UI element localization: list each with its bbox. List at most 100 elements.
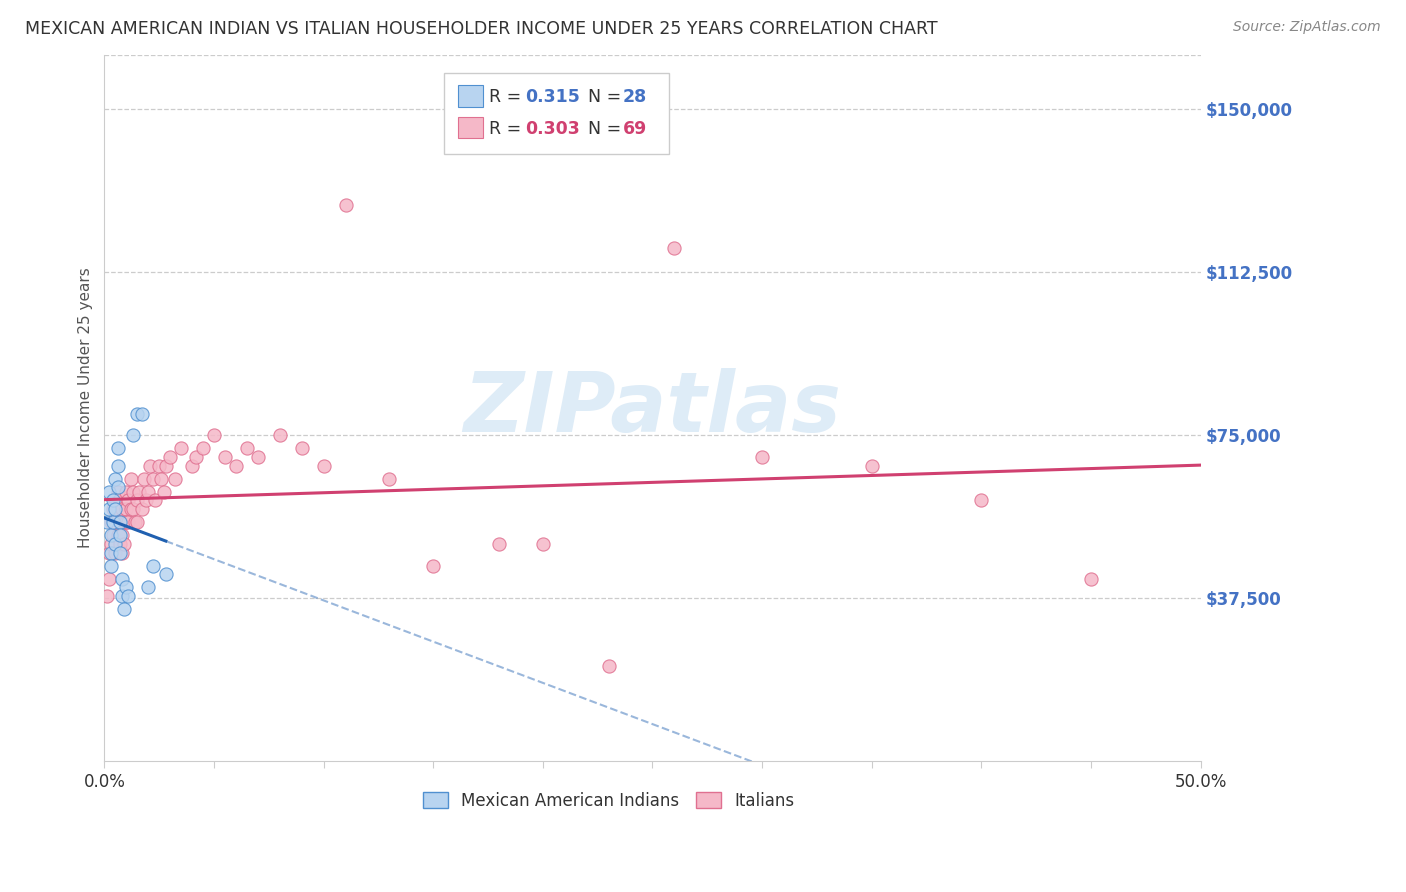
Point xyxy=(111,502,134,516)
Point xyxy=(108,545,131,559)
Point xyxy=(107,442,129,456)
FancyBboxPatch shape xyxy=(444,73,669,154)
Point xyxy=(191,442,214,456)
Point xyxy=(104,515,127,529)
Legend: Mexican American Indians, Italians: Mexican American Indians, Italians xyxy=(416,785,801,816)
Point xyxy=(117,493,139,508)
Point xyxy=(122,502,145,516)
Point xyxy=(96,515,118,529)
Text: N =: N = xyxy=(576,120,627,138)
Point xyxy=(111,589,134,603)
Point xyxy=(108,537,131,551)
Point xyxy=(181,458,204,473)
Point xyxy=(139,458,162,473)
Point xyxy=(104,545,127,559)
Point xyxy=(108,515,131,529)
Point xyxy=(111,528,134,542)
Point xyxy=(422,558,444,573)
Point xyxy=(664,242,686,256)
Point xyxy=(132,472,155,486)
Point xyxy=(108,528,131,542)
Point xyxy=(107,458,129,473)
Point xyxy=(312,458,335,473)
Text: 0.315: 0.315 xyxy=(526,88,581,106)
Point xyxy=(143,493,166,508)
Point xyxy=(104,502,127,516)
Point xyxy=(115,515,138,529)
Point xyxy=(159,450,181,464)
Point xyxy=(101,528,124,542)
Point xyxy=(104,493,127,508)
Point xyxy=(107,480,129,494)
Text: N =: N = xyxy=(576,88,627,106)
Point xyxy=(148,458,170,473)
Point xyxy=(970,493,993,508)
Point xyxy=(291,442,314,456)
Point xyxy=(112,515,135,529)
Point xyxy=(170,442,193,456)
Point xyxy=(112,537,135,551)
Point xyxy=(112,602,135,616)
Point xyxy=(155,458,177,473)
Point xyxy=(214,450,236,464)
Text: 69: 69 xyxy=(623,120,647,138)
Point xyxy=(117,515,139,529)
Point xyxy=(127,407,149,421)
Point xyxy=(127,493,149,508)
Point xyxy=(531,537,554,551)
Point xyxy=(97,484,120,499)
Point xyxy=(100,515,122,529)
Point xyxy=(150,472,173,486)
Point xyxy=(111,545,134,559)
Point xyxy=(115,580,138,594)
Point xyxy=(1080,572,1102,586)
Point xyxy=(335,198,357,212)
Point xyxy=(100,558,122,573)
Point xyxy=(131,502,153,516)
Point xyxy=(136,484,159,499)
Text: 0.303: 0.303 xyxy=(526,120,581,138)
Point xyxy=(101,493,124,508)
Point xyxy=(101,515,124,529)
Point xyxy=(122,484,145,499)
Point xyxy=(122,428,145,442)
Point xyxy=(135,493,157,508)
Text: ZIPatlas: ZIPatlas xyxy=(464,368,841,449)
Point xyxy=(186,450,208,464)
Point xyxy=(107,502,129,516)
Point xyxy=(163,472,186,486)
Point xyxy=(202,428,225,442)
Point xyxy=(598,658,620,673)
Point xyxy=(246,450,269,464)
Y-axis label: Householder Income Under 25 years: Householder Income Under 25 years xyxy=(79,268,93,549)
Point xyxy=(488,537,510,551)
Text: 28: 28 xyxy=(623,88,647,106)
Point xyxy=(142,558,165,573)
Text: R =: R = xyxy=(489,88,527,106)
Point xyxy=(96,589,118,603)
Text: R =: R = xyxy=(489,120,527,138)
Point xyxy=(115,502,138,516)
Point xyxy=(108,515,131,529)
Point xyxy=(225,458,247,473)
Point xyxy=(128,484,150,499)
Point xyxy=(111,572,134,586)
Point xyxy=(97,572,120,586)
Point xyxy=(107,484,129,499)
Point xyxy=(97,545,120,559)
Point xyxy=(127,515,149,529)
Point xyxy=(131,407,153,421)
Point xyxy=(269,428,291,442)
Point xyxy=(378,472,401,486)
Point xyxy=(136,580,159,594)
Point xyxy=(142,472,165,486)
Point xyxy=(104,472,127,486)
Point xyxy=(104,537,127,551)
Point xyxy=(120,472,142,486)
Point xyxy=(101,502,124,516)
Point xyxy=(124,515,146,529)
FancyBboxPatch shape xyxy=(458,86,482,107)
Point xyxy=(155,567,177,582)
Point xyxy=(115,484,138,499)
Point xyxy=(97,502,120,516)
